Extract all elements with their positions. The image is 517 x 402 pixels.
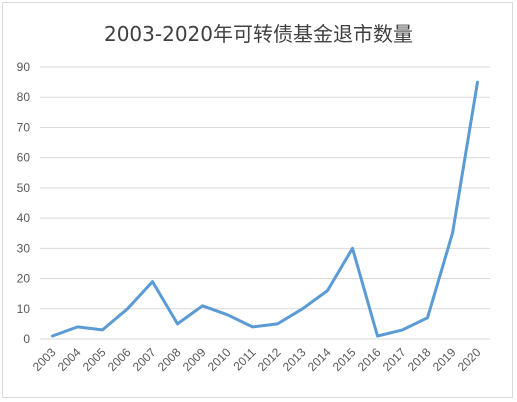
chart-title: 2003-2020年可转债基金退市数量 [103, 22, 413, 46]
x-tick-label: 2016 [355, 345, 384, 374]
x-tick-label: 2013 [280, 345, 309, 374]
x-tick-label: 2012 [255, 345, 284, 374]
gridlines [40, 66, 490, 340]
x-tick-label: 2007 [130, 345, 159, 374]
series-line-0 [51, 80, 479, 338]
y-tick-label: 30 [17, 241, 31, 255]
y-tick-label: 70 [17, 120, 31, 134]
x-tick-label: 2006 [105, 345, 134, 374]
x-tick-label: 2005 [80, 345, 109, 374]
x-tick-label: 2008 [155, 345, 184, 374]
x-tick-label: 2019 [430, 345, 459, 374]
y-tick-label: 40 [17, 211, 31, 225]
x-tick-label: 2015 [330, 345, 359, 374]
x-tick-label: 2004 [55, 345, 84, 374]
x-tick-label: 2010 [205, 345, 234, 374]
series-layer [51, 80, 479, 338]
y-tick-label: 0 [23, 332, 30, 346]
x-tick-label: 2009 [180, 345, 209, 374]
y-tick-label: 60 [17, 151, 31, 165]
y-tick-label: 80 [17, 90, 31, 104]
x-tick-label: 2014 [305, 345, 334, 374]
x-tick-label: 2020 [455, 345, 484, 374]
y-tick-label: 20 [17, 272, 31, 286]
y-tick-label: 90 [17, 60, 31, 74]
x-tick-label: 2003 [30, 345, 59, 374]
y-axis-ticks: 0 10 20 30 40 50 60 70 80 90 [17, 60, 31, 346]
y-tick-label: 50 [17, 181, 31, 195]
x-tick-label: 2017 [380, 345, 409, 374]
chart-area [2, 2, 513, 398]
x-tick-label: 2018 [405, 345, 434, 374]
y-tick-label: 10 [17, 302, 31, 316]
x-axis-ticks: 2003200420052006200720082009201020112012… [30, 345, 484, 374]
x-tick-label: 2011 [230, 345, 258, 373]
